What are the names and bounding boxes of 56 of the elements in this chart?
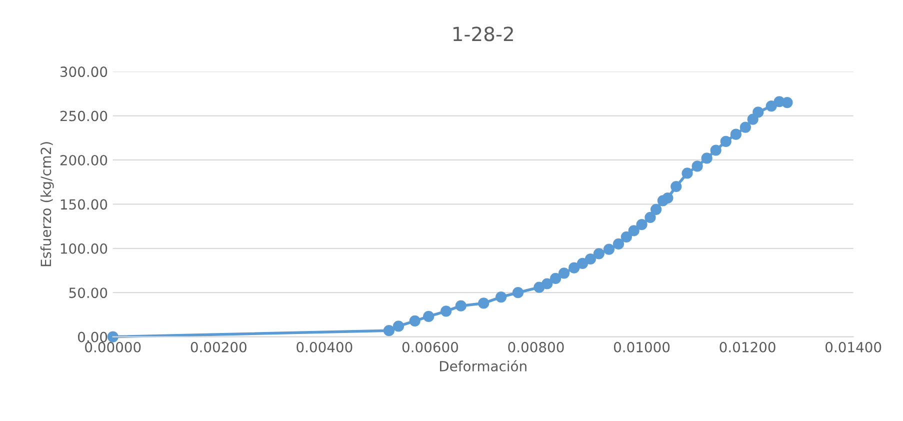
point — [512, 287, 524, 298]
point — [409, 315, 420, 326]
point — [740, 122, 751, 133]
x-tick-label: 0.01400 — [826, 342, 882, 352]
point — [603, 244, 615, 255]
point — [440, 306, 452, 317]
chart-title: 1-28-2 — [453, 26, 513, 42]
point — [644, 212, 656, 223]
point — [701, 152, 712, 164]
point — [423, 310, 434, 322]
y-tick-label: 0.00 — [78, 332, 108, 342]
point — [593, 248, 604, 260]
point — [682, 168, 693, 179]
point — [550, 272, 562, 284]
point — [392, 320, 404, 332]
point — [568, 262, 580, 274]
x-tick-label: 0.00200 — [190, 342, 246, 352]
point — [747, 114, 758, 125]
x-tick-label: 0.00800 — [508, 342, 564, 352]
point — [542, 278, 553, 290]
point — [710, 144, 722, 156]
point — [383, 325, 395, 336]
point — [650, 204, 662, 216]
point — [496, 291, 507, 303]
point — [636, 218, 648, 230]
point — [455, 300, 466, 312]
point — [558, 268, 570, 279]
y-tick-label: 250.00 — [60, 110, 108, 122]
x-tick-label: 0.00400 — [296, 342, 352, 352]
point — [576, 258, 588, 269]
point — [107, 331, 118, 342]
x-tick-label: 0.00000 — [85, 342, 141, 352]
point — [720, 136, 732, 147]
point — [670, 180, 682, 192]
point — [752, 106, 764, 118]
point — [628, 225, 640, 236]
x-tick-label: 0.00600 — [402, 342, 458, 352]
y-tick-label: 300.00 — [60, 66, 108, 78]
point — [662, 192, 674, 204]
x-axis-title: Deformación — [440, 360, 526, 372]
x-tick-label: 0.01000 — [614, 342, 670, 352]
point — [782, 96, 793, 108]
y-tick-label: 100.00 — [60, 243, 108, 254]
point — [584, 253, 596, 265]
point — [730, 128, 742, 140]
point — [692, 160, 703, 172]
point — [620, 231, 632, 242]
point — [612, 238, 624, 250]
y-tick-label: 200.00 — [60, 154, 108, 166]
point — [478, 298, 490, 309]
y-tick-label: 50.00 — [69, 288, 108, 298]
point — [534, 282, 545, 293]
point — [766, 100, 777, 112]
y-tick-label: 150.00 — [60, 199, 108, 210]
x-tick-label: 0.01200 — [720, 342, 776, 352]
y-axis-title: Esfuerzo (kg/cm2) — [40, 142, 54, 266]
